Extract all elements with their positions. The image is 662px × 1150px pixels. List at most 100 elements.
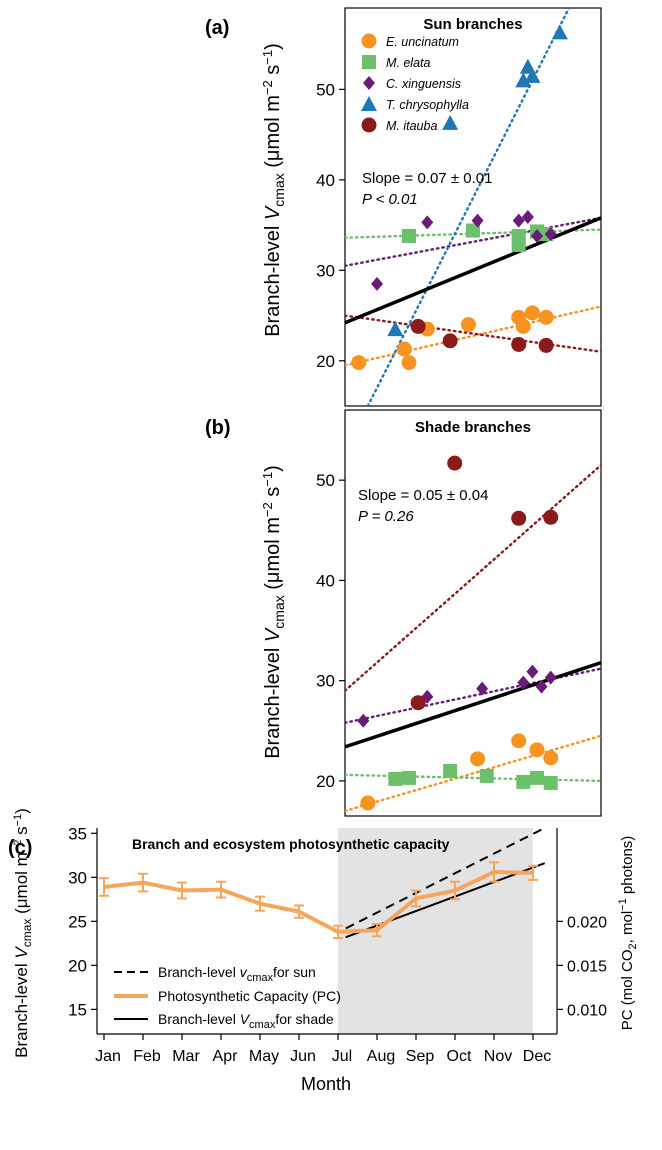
legend-label: M. itauba: [386, 119, 437, 133]
y-tick-label: 20: [316, 352, 335, 371]
data-point: [421, 215, 434, 230]
pc-error-bar: [528, 864, 538, 881]
data-point: [511, 733, 527, 749]
panel-a-points: [351, 24, 568, 371]
fit-line: [345, 314, 601, 353]
x-tick-label: Dec: [523, 1048, 551, 1065]
panel-c-ylabel: Branch-level Vcmax (μmol m−2 s−1): [12, 808, 34, 1058]
pc-error-bar: [216, 880, 226, 899]
data-point: [476, 681, 489, 696]
y-tick-label: 20: [316, 772, 335, 791]
pc-error-bar: [99, 877, 109, 897]
right-tick-label: 0.020: [567, 914, 607, 931]
data-point: [401, 355, 417, 371]
legend-label: T. chrysophylla: [386, 98, 469, 112]
pc-line: [103, 870, 534, 934]
right-tick-label: 0.015: [567, 958, 607, 975]
y-tick-label: 30: [68, 868, 87, 887]
data-point: [544, 670, 557, 685]
data-point: [535, 679, 548, 694]
data-point: [521, 209, 534, 224]
data-point: [357, 713, 370, 728]
panel-b-y-axis: 20 30 40 50: [316, 471, 345, 791]
x-tick-label: Oct: [447, 1048, 472, 1065]
x-tick-label: Sep: [406, 1048, 435, 1065]
data-point: [511, 237, 526, 252]
data-point: [529, 742, 545, 758]
data-point: [543, 509, 559, 525]
data-point: [402, 228, 416, 243]
sun-trend-line: [345, 827, 546, 930]
fit-line: [345, 773, 601, 783]
data-point: [410, 695, 426, 711]
data-point: [443, 763, 458, 778]
x-tick-label: Feb: [133, 1048, 161, 1065]
panel-c-xlabel: Month: [301, 1074, 351, 1094]
x-tick-label: Jul: [332, 1048, 352, 1065]
data-point: [402, 770, 416, 785]
panel-c-label: (c): [8, 837, 32, 859]
data-point: [551, 24, 568, 40]
data-point: [530, 770, 544, 785]
fit-line: [345, 305, 601, 367]
y-tick-label: 50: [316, 471, 335, 490]
panel-b-ylabel: Branch-level Vcmax (μmol m−2 s−1): [260, 465, 287, 759]
legend-label: C. xinguensis: [386, 77, 461, 91]
data-point: [515, 72, 532, 88]
data-point: [387, 321, 404, 337]
legend-marker: [361, 117, 377, 133]
overall-fit-line: [345, 660, 601, 749]
panel-c: 15 20 25 30 35 0.010 0.015 0.020 Jan Feb Mar Apr May…: [12, 808, 639, 1094]
data-point: [410, 318, 426, 334]
x-tick-label: Jan: [95, 1048, 121, 1065]
legend-label: M. elata: [386, 56, 431, 70]
pc-error-bar: [177, 881, 187, 900]
x-tick-label: Apr: [213, 1048, 239, 1065]
panel-a-legend: E. uncinatum M. elata C. xinguensis T. chry…: [361, 33, 469, 133]
y-tick-label: 40: [316, 171, 335, 190]
x-tick-label: Nov: [484, 1048, 512, 1065]
panel-a-pvalue: P < 0.01: [362, 191, 418, 208]
panel-c-title: Branch and ecosystem photosynthetic capa…: [132, 836, 450, 852]
data-point: [388, 771, 403, 786]
x-tick-label: Mar: [172, 1048, 200, 1065]
legend-marker: [362, 55, 376, 69]
data-point: [538, 337, 554, 353]
panel-a-ylabel: Branch-level Vcmax (μmol m−2 s−1): [260, 43, 287, 337]
fit-line: [345, 463, 601, 692]
legend-label: E. uncinatum: [386, 35, 459, 49]
data-point: [544, 227, 557, 242]
data-point: [371, 276, 383, 291]
legend-marker: [363, 76, 375, 90]
y-tick-label: 40: [316, 571, 335, 590]
data-point: [471, 213, 484, 228]
data-point: [479, 768, 494, 783]
panel-a-frame: [344, 7, 602, 407]
data-point: [524, 67, 541, 83]
panel-c-legend: Branch-level vcmaxfor sun Photosynthetic…: [114, 964, 341, 1031]
legend-marker: [361, 96, 377, 111]
panel-c-series: [99, 827, 546, 940]
data-point: [442, 333, 458, 349]
panel-b-title: Shade branches: [415, 419, 531, 436]
panel-a-fit-lines: [345, 8, 601, 406]
panel-b: Shade branches 20 30 40 50 Slope = 0.05 ± 0…: [316, 409, 602, 817]
data-point: [460, 317, 476, 333]
y-tick-label: 25: [68, 912, 87, 931]
panel-c-ticks: 15 20 25 30 35 0.010 0.015 0.020 Jan Feb Mar Apr May…: [68, 824, 607, 1065]
y-tick-label: 50: [316, 80, 335, 99]
right-tick-label: 0.010: [567, 1002, 607, 1019]
x-tick-label: May: [249, 1048, 279, 1065]
pc-error-bar: [255, 895, 265, 912]
data-point: [512, 213, 525, 228]
pc-error-bar: [411, 889, 421, 908]
data-point: [517, 675, 530, 690]
data-point: [526, 664, 539, 679]
x-tick-label: Jun: [290, 1048, 316, 1065]
data-point: [543, 775, 558, 790]
fit-line: [345, 216, 601, 267]
panel-b-pvalue: P = 0.26: [358, 508, 414, 525]
panel-a: Sun branches 20 30 40 50 E. uncinatum M. ela…: [316, 7, 602, 407]
panel-c-ylabel-right: PC (mol CO2, mol−1 photons): [617, 836, 639, 1031]
panel-b-slope: Slope = 0.05 ± 0.04: [358, 487, 488, 504]
